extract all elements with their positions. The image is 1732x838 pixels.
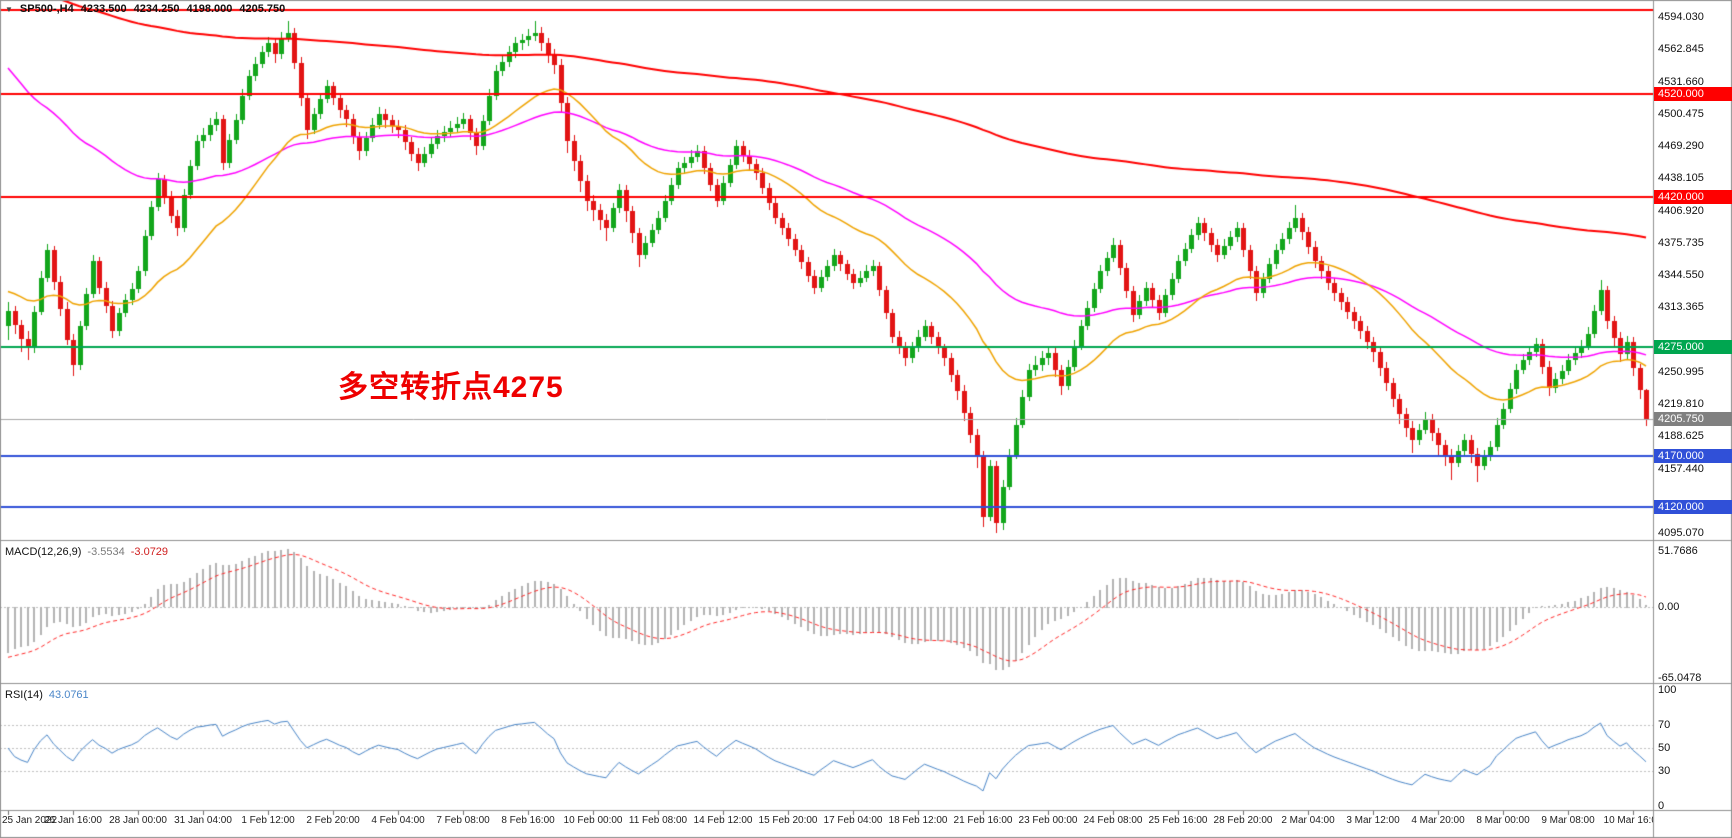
price-tick-label: 4500.475 [1658, 107, 1704, 120]
price-line-badge: 4120.000 [1654, 500, 1732, 515]
price-tick-label: 4562.845 [1658, 43, 1704, 56]
rsi-scale-label: 30 [1658, 765, 1671, 778]
macd-scale-label: 0.00 [1658, 601, 1680, 614]
time-axis-label: 2 Mar 04:00 [1281, 815, 1335, 826]
macd-value-signal: -3.0729 [130, 546, 169, 558]
price-tick-label: 4406.920 [1658, 204, 1704, 217]
time-axis-label: 28 Jan 00:00 [109, 815, 167, 826]
price-tick-label: 4375.735 [1658, 236, 1704, 249]
time-axis-label: 11 Feb 08:00 [628, 815, 688, 826]
price-tick-label: 4531.660 [1658, 75, 1704, 88]
macd-indicator-label: MACD(12,26,9) -3.5534 -3.0729 [5, 546, 168, 558]
time-axis-label: 8 Mar 00:00 [1476, 815, 1530, 826]
time-axis-label: 24 Feb 08:00 [1083, 815, 1143, 826]
time-axis-label: 7 Feb 08:00 [436, 815, 490, 826]
price-line-badge: 4520.000 [1654, 86, 1732, 101]
time-axis-label: 10 Feb 00:00 [563, 815, 623, 826]
time-axis-label: 2 Feb 20:00 [306, 815, 360, 826]
price-tick-label: 4250.995 [1658, 365, 1704, 378]
price-tick-label: 4469.290 [1658, 140, 1704, 153]
macd-scale-label: -65.0478 [1658, 672, 1702, 684]
macd-scale: 51.7686 0.00 -65.0478 [1654, 0, 1732, 838]
symbol-info: ▼ SP500-,H4 4233.500 4234.250 4198.000 4… [5, 3, 285, 15]
rsi-scale-label: 100 [1658, 684, 1677, 696]
annotation-text: 多空转折点4275 [338, 371, 564, 404]
time-axis[interactable]: 25 Jan 2022 26 Jan 16:00 28 Jan 00:00 31 Ja… [0, 811, 1653, 838]
time-axis-label: 14 Feb 12:00 [693, 815, 753, 826]
price-tick-label: 4157.440 [1658, 462, 1704, 475]
rsi-scale-label: 0 [1658, 800, 1665, 812]
macd-name: MACD(12,26,9) [5, 546, 82, 558]
time-axis-label: 4 Mar 20:00 [1411, 815, 1465, 826]
price-tick-label: 4095.070 [1658, 527, 1704, 540]
price-tick-label: 4344.550 [1658, 269, 1704, 282]
price-tick-label: 4313.365 [1658, 301, 1704, 314]
time-axis-label: 9 Mar 08:00 [1541, 815, 1595, 826]
time-axis-label: 1 Feb 12:00 [241, 815, 295, 826]
time-axis-label: 15 Feb 20:00 [758, 815, 818, 826]
time-axis-label: 10 Mar 16:00 [1603, 815, 1653, 826]
price-line-badge: 4170.000 [1654, 448, 1732, 463]
price-scale[interactable]: 4594.030 4562.845 4531.660 4500.475 4469.290… [1654, 0, 1732, 838]
symbol-period-label: SP500-,H4 [19, 3, 74, 15]
rsi-value: 43.0761 [48, 689, 89, 701]
time-axis-label: 18 Feb 12:00 [888, 815, 948, 826]
rsi-scale-label: 50 [1658, 742, 1671, 754]
macd-value-main: -3.5534 [87, 546, 125, 558]
rsi-scale: 100 70 50 30 0 [1654, 0, 1732, 838]
time-axis-label: 3 Mar 12:00 [1346, 815, 1400, 826]
rsi-name: RSI(14) [5, 689, 43, 701]
time-axis-label: 4 Feb 04:00 [371, 815, 425, 826]
price-tick-label: 4438.105 [1658, 172, 1704, 185]
current-price-badge: 4205.750 [1654, 411, 1732, 426]
ohlc-low: 4198.000 [186, 3, 233, 15]
time-axis-label: 25 Feb 16:00 [1148, 815, 1208, 826]
time-axis-label: 28 Feb 20:00 [1213, 815, 1273, 826]
ohlc-open: 4233.500 [80, 3, 127, 15]
price-tick-label: 4594.030 [1658, 11, 1704, 23]
rsi-scale-label: 70 [1658, 718, 1671, 731]
time-axis-label: 17 Feb 04:00 [823, 815, 883, 826]
ohlc-close: 4205.750 [239, 3, 286, 15]
price-tick-label: 4219.810 [1658, 398, 1704, 411]
time-axis-label: 31 Jan 04:00 [174, 815, 232, 826]
price-tick-label: 4188.625 [1658, 430, 1704, 443]
time-axis-label: 23 Feb 00:00 [1018, 815, 1078, 826]
ohlc-high: 4234.250 [133, 3, 180, 15]
time-axis-label: 8 Feb 16:00 [501, 815, 555, 826]
price-line-badge: 4420.000 [1654, 189, 1732, 204]
macd-scale-label: 51.7686 [1658, 545, 1698, 558]
rsi-indicator-label: RSI(14) 43.0761 [5, 689, 89, 701]
time-axis-label: 26 Jan 16:00 [44, 815, 102, 826]
price-line-badge: 4275.000 [1654, 339, 1732, 354]
symbol-marker-icon: ▼ [5, 4, 13, 14]
time-axis-label: 25 Jan 2022 [2, 815, 58, 826]
time-axis-label: 21 Feb 16:00 [953, 815, 1013, 826]
